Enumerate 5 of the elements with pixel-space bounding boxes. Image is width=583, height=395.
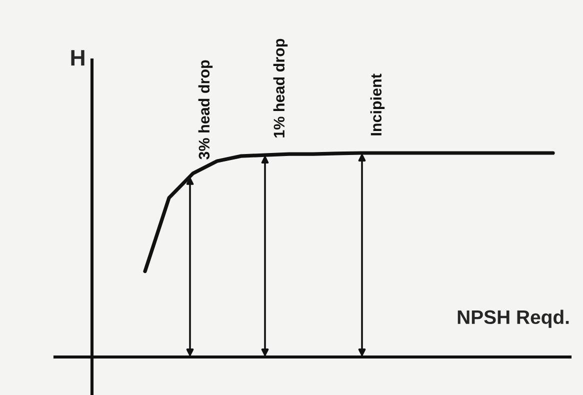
annotation: 3% head drop — [198, 60, 213, 160]
text: Incipient — [370, 74, 385, 136]
y-axis-title: H — [71, 50, 84, 66]
x-axis-title: NPSH Reqd. — [458, 310, 569, 328]
text: 1% head drop — [273, 38, 288, 138]
